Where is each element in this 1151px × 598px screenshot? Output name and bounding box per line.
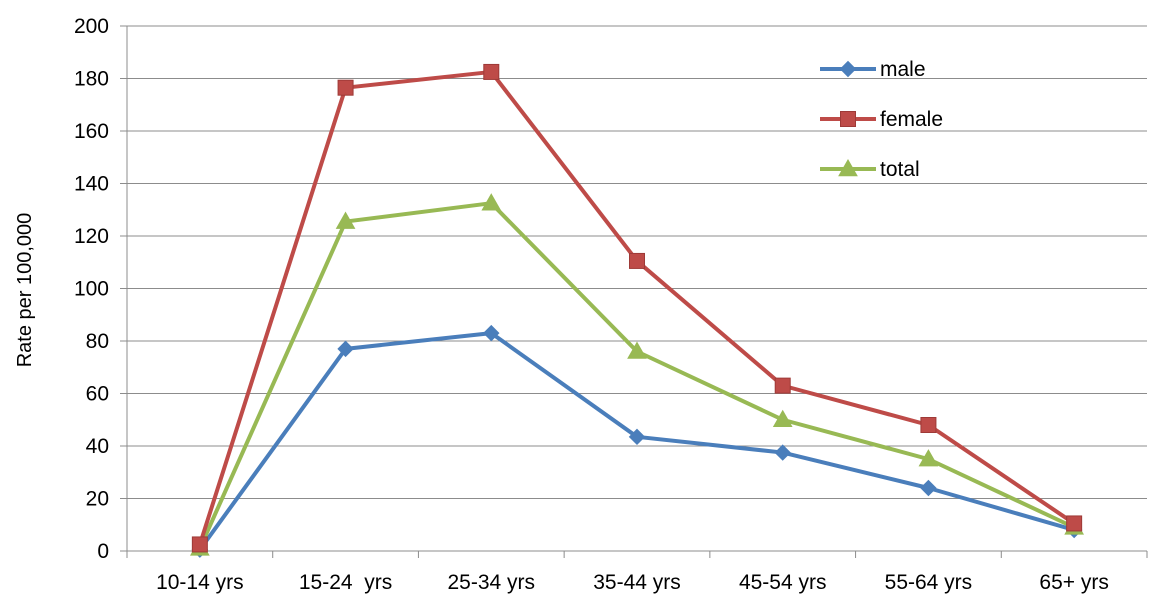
data-point-total <box>335 211 356 229</box>
data-point-male <box>483 324 500 342</box>
y-tick-label: 40 <box>86 435 109 458</box>
legend-marker <box>840 111 856 127</box>
x-tick-label: 15-24 yrs <box>299 571 392 594</box>
x-tick-label: 45-54 yrs <box>739 571 827 594</box>
legend-item-female: female <box>820 108 943 131</box>
x-tick-label: 35-44 yrs <box>593 571 681 594</box>
y-tick-label: 160 <box>74 120 109 143</box>
x-tick-label: 10-14 yrs <box>156 571 244 594</box>
legend-item-total: total <box>820 158 920 181</box>
x-tick-label: 55-64 yrs <box>885 571 973 594</box>
legend-label: male <box>880 58 926 81</box>
y-tick-label: 0 <box>97 540 109 563</box>
series-female <box>191 63 1083 553</box>
legend: male female total <box>820 58 943 181</box>
x-tick-label: 25-34 yrs <box>448 571 536 594</box>
legend-item-male: male <box>820 58 926 81</box>
legend-marker <box>838 158 858 177</box>
data-point-total <box>481 193 502 211</box>
data-point-female <box>1066 515 1083 532</box>
data-point-male <box>774 444 791 461</box>
axes: 0 20 40 60 80 100 120 140 160 180 200 10-14 yrs 15-2… <box>74 15 1148 594</box>
series-male <box>191 324 1083 558</box>
data-point-female <box>920 417 937 433</box>
data-point-female <box>191 536 208 553</box>
legend-label: total <box>880 158 920 181</box>
legend-label: female <box>880 108 943 131</box>
data-point-female <box>629 252 645 269</box>
series-line-female <box>197 69 1077 547</box>
data-point-female <box>337 79 354 96</box>
series-lines <box>189 63 1085 558</box>
data-point-female <box>483 63 500 80</box>
y-tick-label: 80 <box>86 330 109 353</box>
y-axis-title: Rate per 100,000 <box>14 213 36 368</box>
data-point-female <box>774 377 791 394</box>
y-tick-label: 200 <box>74 15 109 38</box>
data-point-total <box>918 449 939 467</box>
data-point-male <box>337 340 354 358</box>
data-point-male <box>920 479 937 497</box>
y-tick-label: 100 <box>74 278 109 301</box>
data-point-total <box>772 409 793 427</box>
y-tick-label: 60 <box>86 383 109 406</box>
y-tick-label: 140 <box>74 173 109 196</box>
y-tick-label: 180 <box>74 68 109 91</box>
y-tick-label: 120 <box>74 225 109 248</box>
x-tick-label: 65+ yrs <box>1039 571 1108 594</box>
data-point-male <box>628 428 646 446</box>
y-tick-label: 20 <box>86 488 109 511</box>
legend-marker <box>839 60 857 78</box>
data-point-total <box>627 341 647 359</box>
